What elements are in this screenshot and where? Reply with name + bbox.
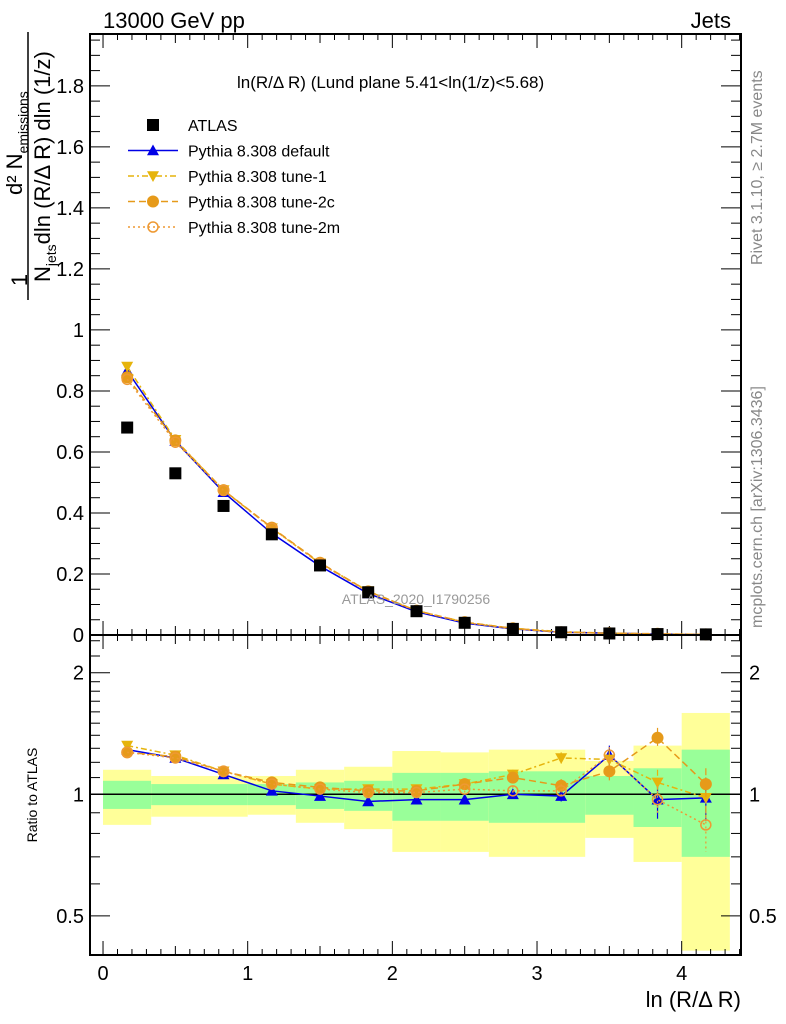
- ylabel-num: d² N: [2, 153, 27, 195]
- ylabel-one: 1: [7, 274, 32, 286]
- x-tick-label: 1: [242, 963, 253, 985]
- marker-triangle-down: [147, 171, 159, 182]
- ylabel-num-sub: emissions: [15, 91, 31, 153]
- marker-triangle-down: [651, 777, 664, 789]
- y-axis-title-main: 1 d² Nemissions Njetsdln (R/Δ R) dln (1/…: [2, 32, 59, 300]
- y-tick-label: 1.8: [56, 76, 84, 98]
- y-tick-label: 0.4: [56, 503, 84, 525]
- marker-triangle-down: [121, 361, 134, 373]
- marker-square: [147, 119, 159, 131]
- marker-square: [314, 559, 327, 572]
- marker-square: [458, 616, 471, 629]
- ylabel-numerator: d² Nemissions: [2, 91, 31, 195]
- ratio-y-tick-label: 0.5: [56, 906, 84, 928]
- marker-open-circle: [507, 785, 519, 797]
- legend-label: Pythia 8.308 tune-2m: [188, 220, 340, 237]
- marker-square: [555, 626, 568, 639]
- marker-circle: [121, 371, 134, 384]
- marker-triangle-down: [121, 740, 134, 752]
- marker-circle: [603, 765, 616, 778]
- marker-square: [169, 467, 182, 480]
- x-tick-label: 2: [387, 963, 398, 985]
- marker-square: [603, 627, 616, 640]
- header-right: Jets: [691, 8, 731, 33]
- marker-triangle-down: [555, 753, 568, 764]
- marker-square: [506, 622, 519, 635]
- marker-open-circle: [700, 819, 712, 831]
- tick-labels: 0 1 2 3 4 0 0.2 0.4 0.6 0.8 1 1.2 1.4 1.6 1.8 0.5 0.5 1 1 2…: [56, 76, 777, 985]
- ratio-y-tick-label: 1: [73, 784, 84, 806]
- plot-title: ln(R/Δ R) (Lund plane 5.41<ln(1/z)<5.68): [237, 73, 544, 92]
- marker-open-circle: [217, 484, 230, 497]
- band-inner: [585, 775, 634, 815]
- marker-open-circle: [147, 221, 159, 233]
- ratio-y-tick-label-right: 2: [749, 663, 760, 685]
- marker-triangle-up: [458, 793, 471, 805]
- ylabel-denominator: Njetsdln (R/Δ R) dln (1/z): [30, 51, 59, 282]
- marker-open-circle: [169, 752, 182, 764]
- marker-circle: [147, 195, 159, 208]
- legend-label: Pythia 8.308 tune-1: [188, 169, 327, 186]
- ylabel-den-sub: jets: [43, 244, 59, 267]
- marker-square: [410, 605, 423, 618]
- marker-triangle-up: [506, 788, 519, 800]
- y-tick-label: 0: [73, 625, 84, 647]
- y-tick-label: 0.6: [56, 442, 84, 464]
- legend: ATLAS Pythia 8.308 default Pythia 8.308 tu…: [128, 118, 340, 237]
- y-axis-title-ratio: Ratio to ATLAS: [24, 748, 40, 843]
- marker-open-circle: [458, 783, 471, 795]
- marker-open-circle: [121, 746, 133, 759]
- x-tick-label: 3: [531, 963, 542, 985]
- y-tick-label: 1: [73, 320, 84, 342]
- marker-triangle-up: [651, 793, 664, 805]
- uncertainty-bands: [90, 712, 741, 951]
- ratio-y-tick-label-right: 1: [749, 784, 760, 806]
- y-tick-label: 1.4: [56, 198, 84, 220]
- ylabel-den-rest: dln (R/Δ R) dln (1/z): [30, 51, 55, 244]
- marker-triangle-up: [410, 793, 423, 805]
- watermark: ATLAS_2020_I1790256: [342, 591, 491, 607]
- side-text-mcplots: mcplots.cern.ch [arXiv:1306.3436]: [749, 386, 766, 628]
- marker-square: [362, 586, 375, 599]
- marker-circle: [506, 771, 519, 784]
- marker-square: [265, 528, 278, 541]
- header-left: 13000 GeV pp: [103, 8, 245, 33]
- legend-label: Pythia 8.308 default: [188, 144, 330, 161]
- x-tick-label: 0: [97, 963, 108, 985]
- y-tick-label: 1.2: [56, 259, 84, 281]
- y-tick-label: 1.6: [56, 137, 84, 159]
- x-tick-label: 4: [676, 963, 687, 985]
- marker-open-circle: [410, 786, 423, 799]
- legend-label: ATLAS: [188, 118, 238, 135]
- y-tick-label: 0.2: [56, 564, 84, 586]
- marker-open-circle: [362, 786, 374, 799]
- marker-open-circle: [217, 765, 230, 778]
- marker-open-circle: [555, 785, 567, 797]
- marker-square: [121, 421, 134, 434]
- marker-triangle-down: [699, 793, 712, 804]
- x-axis-title: ln (R/Δ R): [646, 987, 741, 1012]
- marker-open-circle: [603, 749, 616, 761]
- marker-open-circle: [121, 373, 133, 386]
- ylabel-den-n: N: [30, 266, 55, 282]
- legend-label: Pythia 8.308 tune-2c: [188, 195, 335, 212]
- side-text-rivet: Rivet 3.1.10, ≥ 2.7M events: [749, 70, 766, 265]
- ratio-y-tick-label-right: 0.5: [749, 906, 777, 928]
- marker-open-circle: [651, 793, 664, 806]
- marker-triangle-up: [265, 784, 278, 796]
- ratio-frame: [89, 634, 742, 956]
- marker-square: [217, 499, 230, 512]
- marker-open-circle: [314, 783, 326, 795]
- marker-triangle-up: [147, 144, 159, 156]
- marker-open-circle: [266, 778, 278, 790]
- marker-triangle-up: [314, 790, 327, 801]
- y-tick-label: 0.8: [56, 381, 84, 403]
- marker-triangle-up: [362, 795, 375, 807]
- marker-circle: [651, 731, 664, 744]
- ratio-y-tick-label: 2: [73, 663, 84, 685]
- marker-open-circle: [169, 436, 182, 448]
- marker-circle: [699, 778, 712, 791]
- marker-circle: [217, 765, 230, 778]
